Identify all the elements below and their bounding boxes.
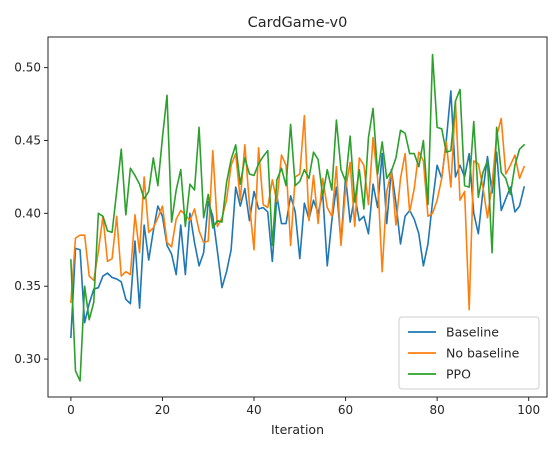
x-tick-label: 100 bbox=[517, 403, 540, 417]
x-axis: 0 20 40 60 80 100 bbox=[67, 397, 540, 417]
x-tick-label: 40 bbox=[246, 403, 261, 417]
series-layer bbox=[70, 53, 526, 382]
y-tick-label: 0.35 bbox=[14, 279, 41, 293]
y-tick-label: 0.45 bbox=[14, 133, 41, 147]
legend-label: PPO bbox=[446, 367, 471, 382]
legend: Baseline No baseline PPO bbox=[398, 316, 540, 390]
x-axis-label: Iteration bbox=[271, 422, 324, 437]
x-tick-label: 0 bbox=[67, 403, 75, 417]
series-line-ppo bbox=[70, 53, 526, 382]
x-tick-label: 60 bbox=[338, 403, 353, 417]
y-tick-label: 0.30 bbox=[14, 352, 41, 366]
x-tick-label: 80 bbox=[429, 403, 444, 417]
legend-box bbox=[398, 316, 540, 390]
series-line-no-baseline bbox=[70, 100, 526, 311]
x-tick-label: 20 bbox=[155, 403, 170, 417]
y-tick-label: 0.40 bbox=[14, 206, 41, 220]
y-tick-label: 0.50 bbox=[14, 61, 41, 75]
plot-frame bbox=[47, 36, 548, 398]
legend-label: Baseline bbox=[446, 325, 499, 340]
y-axis: 0.30 0.35 0.40 0.45 0.50 bbox=[14, 61, 48, 366]
chart-title: CardGame-v0 bbox=[248, 15, 348, 31]
series-line-baseline bbox=[70, 90, 526, 339]
legend-label: No baseline bbox=[446, 346, 520, 361]
